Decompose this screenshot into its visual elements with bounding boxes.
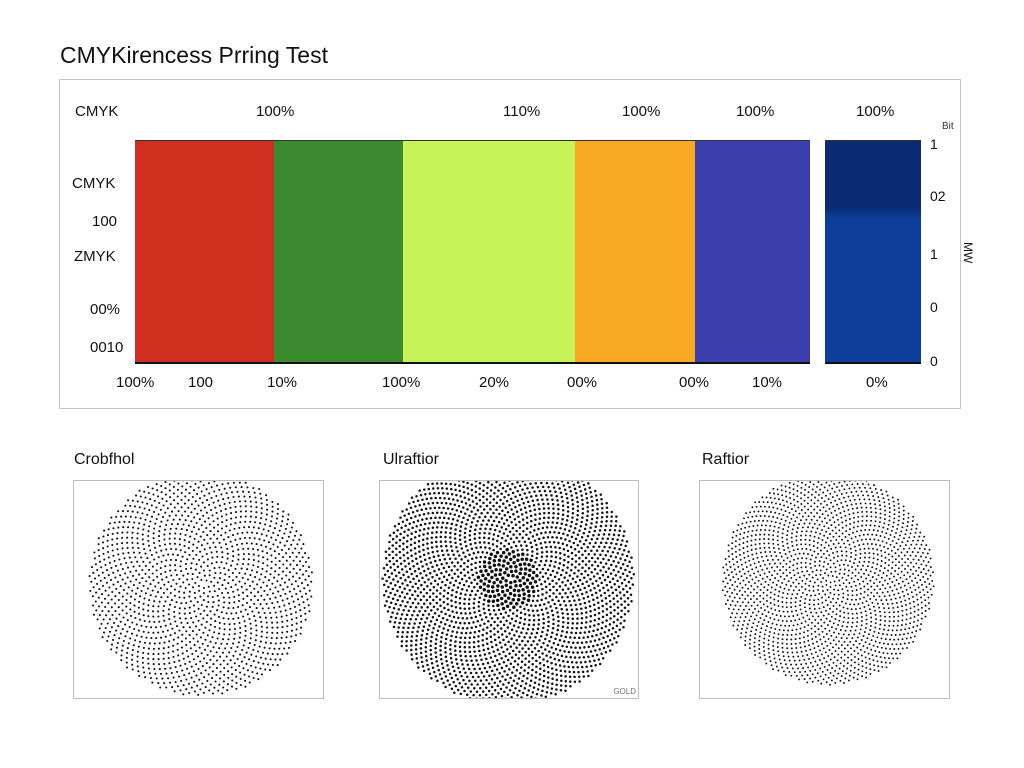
bottom-label: 100 bbox=[188, 374, 214, 391]
left-label: CMYK bbox=[72, 175, 116, 192]
top-percent: 100% bbox=[856, 103, 895, 120]
pattern-title: Crobfhol bbox=[74, 451, 135, 468]
pattern-panel-3 bbox=[699, 480, 950, 699]
radial-dot-pattern bbox=[381, 481, 636, 698]
pattern-title: Raftior bbox=[702, 451, 750, 468]
right-scale-label: 0 bbox=[930, 353, 938, 369]
radial-dot-pattern bbox=[721, 481, 935, 686]
top-percent: 100% bbox=[736, 103, 775, 120]
bottom-label: 100% bbox=[116, 374, 155, 391]
bottom-label: 20% bbox=[479, 374, 510, 391]
dark-blue-swatch bbox=[825, 141, 921, 362]
bottom-label: 10% bbox=[752, 374, 783, 391]
right-scale-top: Bit bbox=[942, 121, 954, 132]
right-scale-label: 02 bbox=[930, 188, 946, 204]
pattern-note: GOLD bbox=[613, 687, 636, 696]
pattern-panel-1 bbox=[73, 480, 324, 699]
corner-label: CMYK bbox=[75, 103, 119, 120]
top-percent: 100% bbox=[622, 103, 661, 120]
bottom-label: 00% bbox=[679, 374, 710, 391]
violet-swatch bbox=[695, 141, 810, 362]
right-unit-label: MW bbox=[961, 242, 975, 264]
top-percent: 110% bbox=[503, 103, 541, 120]
bottom-label: 0% bbox=[866, 374, 888, 391]
top-percent: 100% bbox=[256, 103, 295, 120]
right-scale-label: 1 bbox=[930, 136, 938, 152]
right-scale-label: 0 bbox=[930, 299, 938, 315]
color-strip-panel bbox=[59, 79, 961, 409]
color-bars bbox=[135, 140, 810, 364]
right-scale-label: 1 bbox=[930, 246, 938, 262]
left-label: ZMYK bbox=[74, 248, 116, 265]
bottom-label: 10% bbox=[267, 374, 298, 391]
radial-dot-pattern bbox=[88, 481, 313, 696]
left-label: 0010 bbox=[90, 339, 124, 356]
bottom-label: 00% bbox=[567, 374, 598, 391]
green-swatch bbox=[274, 141, 403, 362]
pattern-title: Ulraftior bbox=[383, 451, 440, 468]
page-title: CMYKirencess Prring Test bbox=[60, 42, 328, 68]
left-label: 00% bbox=[90, 301, 121, 318]
pattern-panel-2: GOLD bbox=[379, 480, 639, 699]
blue-bars bbox=[825, 140, 921, 364]
bottom-label: 100% bbox=[382, 374, 421, 391]
orange-swatch bbox=[575, 141, 695, 362]
red-swatch bbox=[135, 141, 274, 362]
left-label: 100 bbox=[92, 213, 118, 230]
yellow-green-swatch bbox=[403, 141, 575, 362]
